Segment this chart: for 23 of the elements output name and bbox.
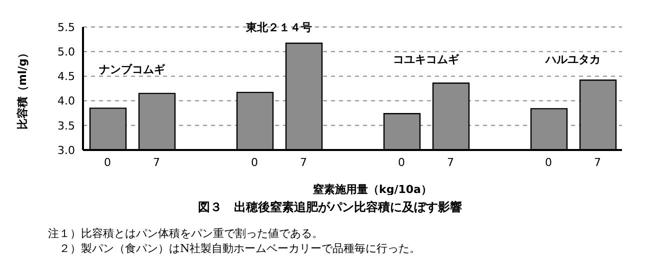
x-tick-label: 0	[398, 156, 405, 169]
y-tick-label: 3.0	[58, 144, 75, 157]
x-tick-label: 0	[251, 156, 258, 169]
y-axis-title: 比容積（ml/g）	[16, 47, 29, 130]
annotation: ハルユタカ	[544, 52, 600, 66]
annotation: コユキコムギ	[393, 52, 460, 66]
x-axis-title: 窒素施用量（kg/10a）	[313, 183, 432, 196]
x-tick-label: 7	[153, 156, 160, 169]
text: ２）製パン（食パン）はN社製自動ホームベーカリーで品種毎に行った。	[58, 241, 421, 256]
text: 注１）比容積とはパン体積をパン重で割った値である。	[48, 226, 324, 241]
x-tick-label: 7	[594, 156, 601, 169]
text: 図３ 出穂後窒素追肥がパン比容積に及ぼす影響	[197, 199, 463, 216]
x-tick-label: 7	[300, 156, 307, 169]
y-tick-label: 3.5	[58, 119, 75, 132]
annotation: 東北２１４号	[245, 21, 312, 34]
y-tick-label: 5.5	[58, 20, 75, 34]
x-tick-label: 0	[545, 156, 552, 169]
x-tick-label: 7	[447, 156, 454, 169]
x-tick-label: 0	[104, 156, 111, 169]
y-tick-label: 4.5	[58, 70, 75, 84]
y-tick-label: 5.0	[58, 46, 75, 59]
y-tick-label: 4.0	[58, 94, 75, 108]
annotation: ナンブコムギ	[99, 62, 166, 76]
